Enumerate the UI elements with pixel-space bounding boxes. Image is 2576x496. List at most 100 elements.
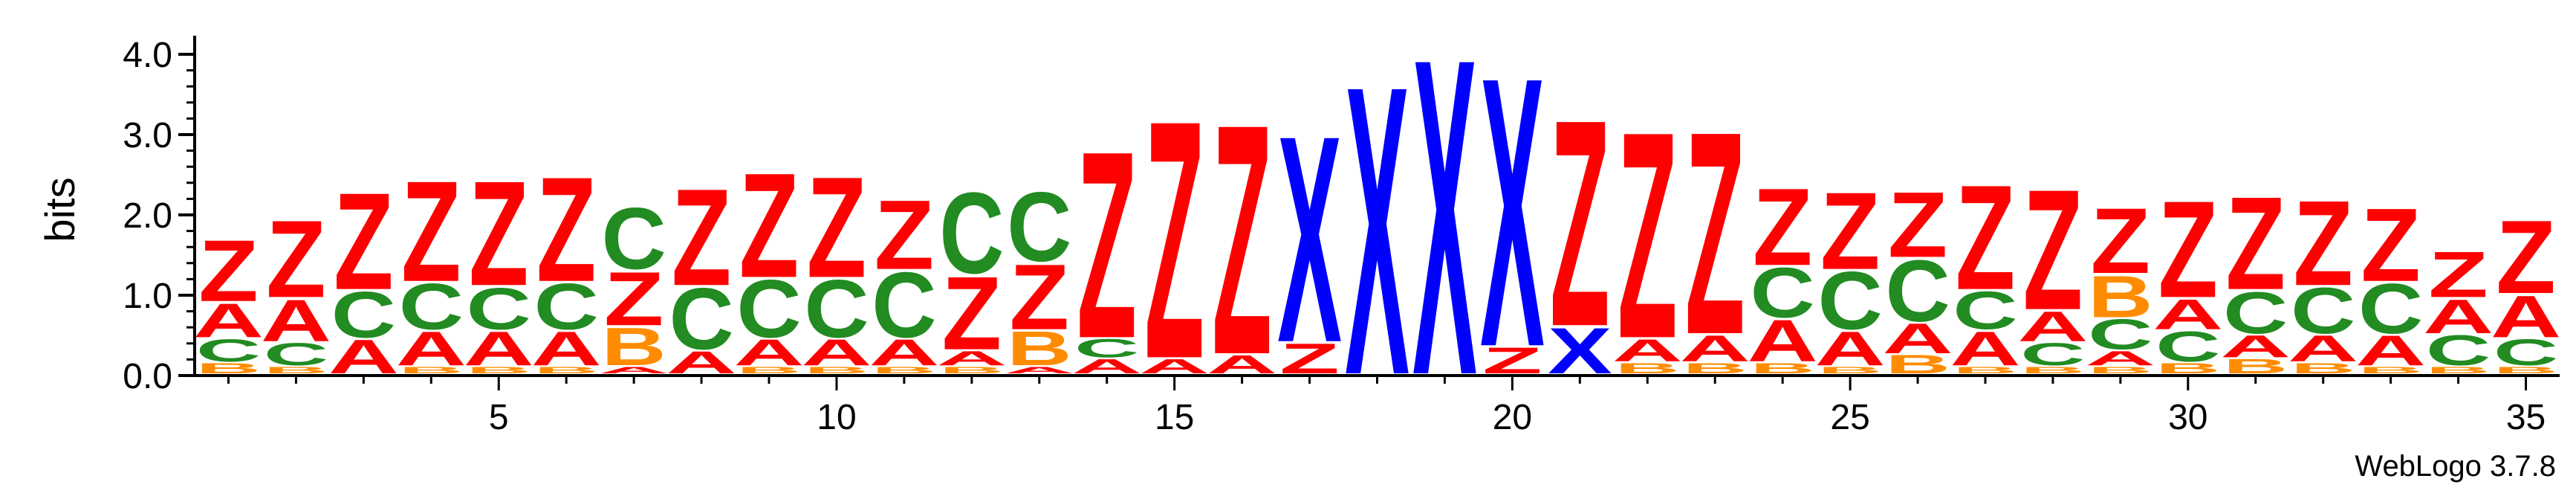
logo-letter-c: C xyxy=(2088,311,2152,358)
logo-letter-a: A xyxy=(1950,322,2020,376)
x-tick-label: 20 xyxy=(1493,398,1532,437)
logo-letter-a: A xyxy=(2085,347,2155,370)
logo-letter-b: B xyxy=(2020,365,2085,376)
logo-letter-z: Z xyxy=(604,257,664,342)
logo-letter-z: Z xyxy=(739,141,799,309)
logo-letter-a: A xyxy=(2288,328,2358,370)
logo-letter-x: X xyxy=(1277,74,1342,405)
logo-letter-z: Z xyxy=(1010,245,1069,349)
logo-letter-b: B xyxy=(1817,365,1882,376)
logo-letter-a: A xyxy=(1071,355,1142,378)
logo-letter-z: Z xyxy=(2091,190,2150,293)
logo-letter-a: A xyxy=(2355,326,2426,375)
x-tick-label: 15 xyxy=(1155,398,1194,437)
logo-letter-c: C xyxy=(1817,254,1882,347)
logo-letter-c: C xyxy=(467,275,531,342)
logo-letter-c: C xyxy=(1074,334,1139,363)
logo-letter-c: C xyxy=(2223,279,2288,346)
x-tick-label: 25 xyxy=(1830,398,1869,437)
logo-letter-b: B xyxy=(2155,360,2220,376)
logo-letter-c: C xyxy=(1953,281,2017,341)
y-tick-label: 2.0 xyxy=(123,196,172,236)
logo-letter-a: A xyxy=(1139,355,1210,378)
logo-letter-b: B xyxy=(2426,365,2491,376)
logo-letter-a: A xyxy=(2491,283,2561,350)
logo-letter-c: C xyxy=(602,190,666,288)
logo-letter-b: B xyxy=(1953,365,2017,376)
logo-letter-a: A xyxy=(1612,332,1683,368)
logo-letter-z: Z xyxy=(469,149,528,317)
logo-letter-b: B xyxy=(1007,321,1071,376)
logo-letter-z: Z xyxy=(942,255,1002,372)
logo-letter-c: C xyxy=(2358,270,2423,349)
logo-letter-b: B xyxy=(399,365,464,376)
logo-letter-a: A xyxy=(2017,303,2088,351)
logo-letter-c: C xyxy=(939,168,1004,297)
logo-letter-c: C xyxy=(669,271,733,368)
y-axis-title: bits xyxy=(36,177,83,242)
logo-stacks: BCAZBCAZACZBACZBACZBACZABZCACZBACZBACZBA… xyxy=(193,0,2561,470)
logo-letter-b: B xyxy=(2088,263,2152,330)
logo-letter-z: Z xyxy=(1212,57,1271,424)
logo-letter-c: C xyxy=(804,263,869,355)
logo-letter-a: A xyxy=(1748,308,1818,375)
logo-letter-a: A xyxy=(2152,291,2223,339)
logo-letter-c: C xyxy=(2291,274,2355,347)
logo-letter-z: Z xyxy=(2428,238,2488,311)
x-tick-label: 10 xyxy=(817,398,856,437)
logo-letter-c: C xyxy=(264,337,328,372)
logo-letter-c: C xyxy=(1007,171,1071,282)
logo-letter-a: A xyxy=(1004,365,1074,376)
logo-letter-b: B xyxy=(2088,365,2152,376)
logo-letter-b: B xyxy=(1683,360,1748,376)
logo-letter-z: Z xyxy=(1144,50,1204,430)
logo-letter-z: Z xyxy=(1685,71,1745,395)
logo-letter-z: Z xyxy=(1077,96,1136,394)
logo-letter-b: B xyxy=(1885,350,1950,379)
logo-letter-a: A xyxy=(599,365,669,376)
logo-letter-z: Z xyxy=(198,222,258,320)
logo-letter-z: Z xyxy=(334,164,393,319)
y-tick-label: 4.0 xyxy=(123,36,172,75)
logo-letter-a: A xyxy=(936,347,1007,370)
logo-letter-z: Z xyxy=(807,147,866,308)
logo-letter-c: C xyxy=(1751,254,1815,332)
logo-letter-b: B xyxy=(872,365,936,376)
logo-letter-z: Z xyxy=(2158,173,2218,327)
logo-letter-c: C xyxy=(2494,332,2558,373)
logo-letter-z: Z xyxy=(266,197,325,321)
logo-letter-a: A xyxy=(2423,290,2494,344)
logo-letter-b: B xyxy=(2223,355,2288,378)
logo-letter-a: A xyxy=(193,294,264,348)
logo-letter-c: C xyxy=(196,333,261,368)
logo-letter-z: Z xyxy=(2023,154,2083,346)
y-tick-label: 0.0 xyxy=(123,357,172,396)
logo-letter-b: B xyxy=(602,317,666,377)
logo-letter-c: C xyxy=(1885,242,1950,340)
logo-letter-a: A xyxy=(733,332,804,374)
logo-letter-z: Z xyxy=(2226,170,2285,318)
logo-letter-z: Z xyxy=(2496,199,2555,315)
logo-letter-c: C xyxy=(534,271,599,344)
logo-letter-c: C xyxy=(399,271,464,344)
y-tick-label: 3.0 xyxy=(123,116,172,155)
logo-letter-a: A xyxy=(1680,328,1751,370)
logo-letter-b: B xyxy=(264,365,328,376)
logo-letter-c: C xyxy=(2155,323,2220,370)
logo-letter-b: B xyxy=(2291,360,2355,376)
x-tick-label: 35 xyxy=(2506,398,2546,437)
logo-letter-z: Z xyxy=(672,161,731,315)
logo-letter-z: Z xyxy=(875,180,934,291)
logo-letter-z: Z xyxy=(1888,173,1947,277)
logo-letter-c: C xyxy=(2020,337,2085,372)
logo-letter-b: B xyxy=(196,360,261,376)
logo-letter-z: Z xyxy=(2361,187,2420,303)
logo-letter-a: A xyxy=(869,332,939,374)
logo-letter-z: Z xyxy=(1618,70,1677,400)
logo-letter-a: A xyxy=(801,332,872,374)
logo-letter-z: Z xyxy=(536,146,596,313)
logo-letter-x: X xyxy=(1480,0,1545,427)
logo-letter-b: B xyxy=(1751,360,1815,376)
logo-letter-x: X xyxy=(1345,1,1409,462)
logo-letter-z: Z xyxy=(1550,57,1609,387)
